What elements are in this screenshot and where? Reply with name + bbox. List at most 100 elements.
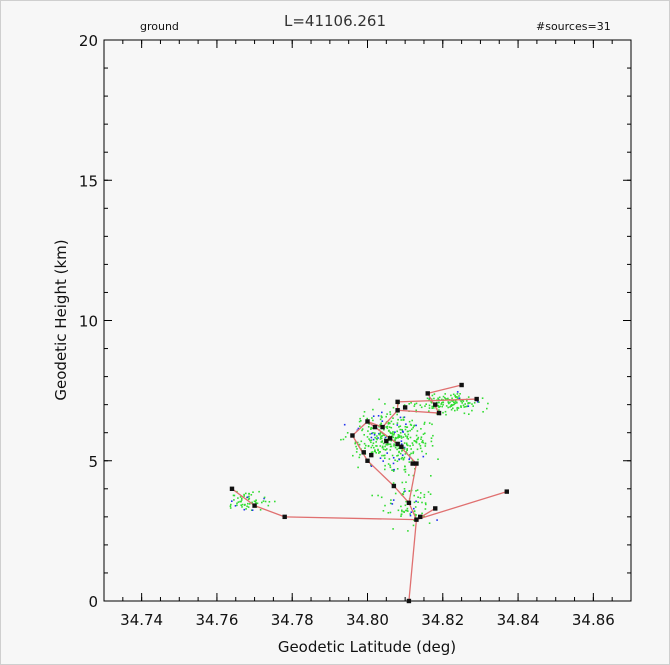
background-source-dot — [418, 443, 421, 445]
connection-segment — [367, 420, 383, 428]
background-source-dot — [413, 405, 416, 407]
background-source-dot — [438, 396, 441, 399]
background-source-dot — [408, 461, 411, 463]
background-source-dot — [428, 410, 430, 412]
background-source-dot — [389, 432, 392, 435]
background-source-dot — [463, 412, 466, 415]
background-source-dot — [417, 496, 419, 498]
background-source-dot — [445, 398, 447, 400]
source-marker — [350, 433, 355, 438]
background-source-dot — [248, 495, 250, 498]
background-source-dot — [386, 427, 389, 430]
x-tick-label: 34.78 — [271, 611, 314, 629]
background-source-dot — [381, 435, 383, 437]
background-source-dot — [354, 442, 356, 445]
background-source-dot — [428, 397, 431, 399]
background-source-dot — [437, 458, 439, 460]
background-source-dot — [388, 458, 391, 460]
background-source-dot — [393, 432, 395, 435]
background-source-dot — [441, 401, 443, 404]
source-marker — [395, 441, 400, 447]
background-source-dot — [392, 499, 395, 501]
background-source-dot — [231, 500, 233, 502]
background-source-dot — [421, 439, 424, 442]
background-source-dot — [400, 443, 403, 445]
background-source-dot — [400, 505, 402, 508]
background-source-dot — [274, 500, 276, 503]
background-source-dot — [394, 446, 397, 449]
x-tick-label: 34.86 — [572, 611, 615, 629]
background-source-dot — [359, 417, 361, 420]
background-source-dot — [452, 404, 455, 406]
background-source-dot — [438, 405, 440, 408]
background-source-dot — [366, 436, 369, 438]
background-source-dot — [364, 447, 366, 449]
background-source-dot — [401, 454, 404, 456]
background-source-dot — [240, 504, 242, 506]
background-source-dot — [409, 436, 412, 439]
background-source-dot — [440, 403, 442, 405]
background-source-dot — [344, 436, 347, 438]
background-source-dot — [396, 468, 399, 470]
connection-segment — [393, 485, 410, 504]
background-source-dot — [401, 449, 404, 451]
background-source-dot — [428, 404, 431, 407]
background-source-dot — [386, 413, 388, 415]
background-source-dot — [229, 505, 232, 507]
background-source-dot — [358, 443, 360, 446]
background-source-dot — [389, 502, 392, 505]
background-source-dot — [449, 406, 451, 408]
background-source-dot — [441, 405, 443, 408]
background-source-dot — [396, 430, 398, 433]
background-source-dot — [379, 432, 382, 435]
background-source-dot — [255, 499, 257, 501]
background-source-dot — [393, 433, 395, 436]
background-source-dot — [401, 510, 403, 513]
background-source-dot — [416, 430, 419, 432]
background-source-dot — [472, 405, 474, 407]
background-source-dot — [421, 512, 423, 515]
background-source-dot — [407, 438, 409, 440]
background-source-dot — [424, 508, 427, 510]
background-source-dot — [414, 515, 417, 517]
connection-segment — [408, 502, 418, 520]
background-source-dot — [396, 455, 398, 457]
background-source-dot — [481, 397, 484, 399]
background-source-dot — [430, 440, 433, 443]
source-markers — [229, 382, 509, 604]
background-source-dot — [408, 458, 410, 461]
background-source-dot — [247, 506, 250, 508]
y-axis-label: Geodetic Height (km) — [52, 239, 70, 400]
background-source-dot — [456, 397, 459, 399]
background-source-dot — [390, 420, 393, 423]
background-source-dot — [237, 501, 240, 503]
background-source-dot — [380, 441, 383, 443]
background-source-dot — [439, 405, 441, 408]
background-source-dot — [457, 407, 460, 409]
x-tick-label: 34.74 — [120, 611, 163, 629]
source-marker — [406, 598, 412, 604]
background-source-dot — [234, 505, 237, 507]
background-source-dot — [396, 413, 398, 416]
background-source-dot — [340, 438, 342, 441]
background-source-dot — [379, 418, 382, 421]
background-source-dot — [378, 425, 380, 428]
background-source-dot — [482, 411, 484, 413]
source-marker — [474, 396, 479, 402]
background-source-dot — [389, 411, 391, 413]
background-source-dot — [412, 451, 415, 453]
background-source-dot — [414, 513, 416, 516]
connection-segment — [284, 516, 417, 521]
background-source-dot — [387, 512, 390, 514]
background-source-dot — [390, 439, 392, 442]
background-source-dot — [240, 499, 243, 501]
background-source-dot — [394, 439, 396, 441]
background-source-dot — [366, 417, 368, 420]
background-source-dot — [256, 502, 259, 505]
background-source-dot — [398, 434, 401, 437]
background-source-dot — [420, 436, 423, 438]
background-source-dot — [407, 530, 409, 532]
background-source-dot — [392, 528, 394, 530]
background-source-dot — [437, 398, 440, 401]
background-source-dot — [377, 415, 380, 417]
